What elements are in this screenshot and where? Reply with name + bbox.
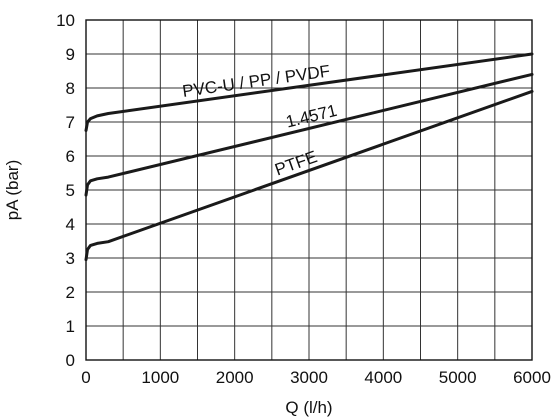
curves <box>84 52 534 262</box>
x-tick-label: 0 <box>81 368 90 387</box>
x-tick-label: 2000 <box>216 368 254 387</box>
y-tick-label: 7 <box>66 113 75 132</box>
y-tick-labels: 0 1 2 3 4 5 6 7 8 9 10 <box>56 11 75 370</box>
curve-line <box>84 89 534 262</box>
x-tick-label: 1000 <box>141 368 179 387</box>
curve-line <box>84 72 534 197</box>
y-tick-label: 3 <box>66 249 75 268</box>
curve-line <box>84 52 534 132</box>
y-tick-label: 9 <box>66 45 75 64</box>
y-tick-label: 6 <box>66 147 75 166</box>
y-tick-label: 4 <box>66 215 75 234</box>
y-tick-label: 1 <box>66 317 75 336</box>
x-tick-label: 6000 <box>513 368 551 387</box>
y-tick-label: 2 <box>66 283 75 302</box>
x-axis-label: Q (l/h) <box>285 398 332 417</box>
x-tick-label: 3000 <box>290 368 328 387</box>
x-tick-label: 4000 <box>364 368 402 387</box>
horizontal-gridlines <box>86 53 532 327</box>
y-axis-label: pA (bar) <box>3 160 22 220</box>
x-tick-labels: 0 1000 2000 3000 4000 5000 6000 <box>81 368 551 387</box>
y-tick-label: 8 <box>66 79 75 98</box>
x-tick-label: 5000 <box>439 368 477 387</box>
y-tick-label: 10 <box>56 11 75 30</box>
y-tick-label: 5 <box>66 181 75 200</box>
y-tick-label: 0 <box>66 351 75 370</box>
